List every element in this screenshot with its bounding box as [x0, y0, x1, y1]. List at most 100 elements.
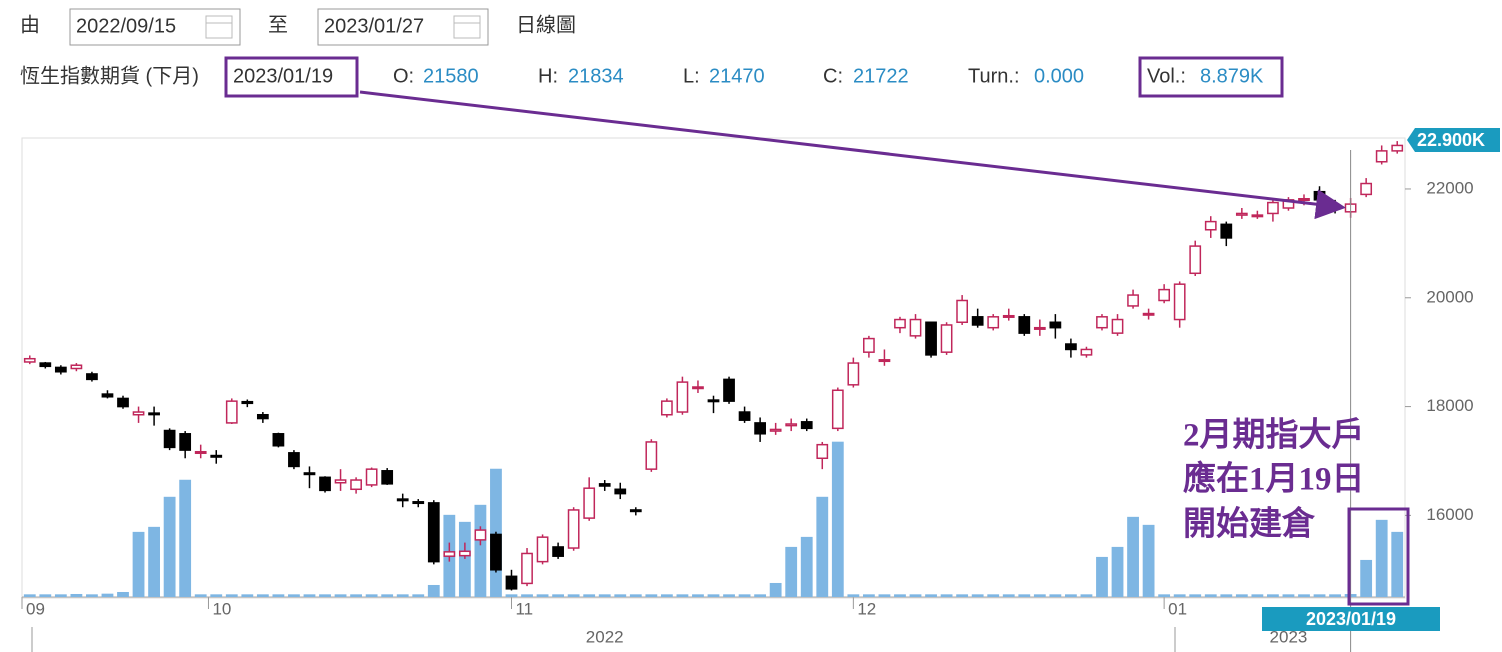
date-input[interactable] — [317, 8, 489, 46]
candle-body — [350, 479, 362, 491]
volume-bar — [878, 594, 891, 597]
volume-bar — [319, 594, 331, 597]
volume-bar — [117, 591, 129, 597]
volume-bar — [862, 594, 875, 597]
candle-body — [816, 443, 829, 460]
candle-body — [692, 386, 704, 390]
volume-bar — [132, 531, 145, 597]
candle-body — [1235, 212, 1248, 216]
candle-body — [117, 397, 129, 408]
candle-body — [629, 509, 642, 513]
volume-bar — [39, 594, 52, 597]
volume-bar — [70, 593, 83, 597]
candle-body — [847, 362, 860, 386]
candle-body — [210, 454, 223, 458]
volume-bar — [427, 584, 440, 597]
annotation: 應在1月19日 — [1183, 460, 1365, 498]
volume-bar — [1033, 594, 1046, 597]
volume-bar — [1251, 594, 1264, 597]
volume-bar — [458, 521, 471, 597]
candle-body — [1189, 245, 1202, 275]
date-input[interactable] — [69, 8, 241, 46]
volume-bar — [1096, 556, 1108, 597]
candle-body — [1127, 294, 1139, 307]
y-tick-label: 16000 — [1426, 505, 1473, 524]
low-label: L: — [683, 65, 700, 87]
volume-bar — [381, 594, 394, 597]
candle-body — [1267, 201, 1279, 215]
volume-bar — [552, 594, 565, 597]
volume-bar — [909, 594, 922, 597]
year-label: 2022 — [586, 627, 624, 646]
volume-bar — [536, 594, 549, 597]
candle-body — [925, 321, 937, 356]
volume-bar — [1111, 546, 1124, 597]
volume-bar — [1204, 594, 1217, 597]
candle-body — [661, 400, 673, 416]
candle-body — [194, 450, 207, 454]
volume-bar — [256, 594, 269, 597]
candle-body — [707, 399, 720, 403]
volume-bar — [303, 594, 316, 597]
turnover-label: Turn.: — [968, 65, 1020, 87]
volume-bar — [971, 594, 984, 597]
volume-bar — [1313, 594, 1326, 597]
highlight-box — [1347, 507, 1410, 606]
volume-bar — [521, 594, 533, 597]
volume-bar — [925, 594, 937, 597]
candle-body — [521, 552, 533, 585]
candle-body — [163, 429, 176, 449]
year-label: 2023 — [1270, 627, 1308, 646]
candle-body — [490, 533, 502, 571]
candle-body — [427, 502, 440, 563]
candle-body — [987, 316, 1000, 329]
candle-body — [831, 389, 844, 430]
candle-body — [878, 359, 891, 363]
candle-body — [86, 373, 98, 381]
plot: 16000 18000 20000 22000 09 10 11 12 01 2022 202320… — [21, 128, 1500, 652]
volume-bar — [194, 594, 207, 597]
candle-body — [863, 337, 875, 353]
volume-bar — [645, 594, 658, 597]
volume-bar — [831, 441, 844, 597]
candle-body — [754, 422, 766, 435]
candle-body — [303, 472, 316, 476]
candle-body — [894, 318, 906, 329]
candle-body — [1158, 288, 1171, 302]
calendar-icon[interactable] — [453, 15, 481, 39]
to-date[interactable]: 2023/01/27 — [324, 15, 424, 37]
volume-bar — [412, 594, 425, 597]
candle-body — [800, 421, 813, 430]
candle-body — [474, 529, 487, 541]
chart-type[interactable]: 日線圖 — [516, 13, 576, 36]
volume-bar — [1220, 594, 1233, 597]
candle-body — [179, 433, 192, 451]
volume-bar — [1329, 594, 1341, 597]
volume-bar — [1002, 594, 1015, 597]
volume-bar — [288, 594, 300, 597]
candle-body — [1298, 198, 1310, 202]
open-label: O: — [393, 65, 414, 87]
candle-body — [288, 452, 300, 468]
candle-body — [505, 575, 518, 590]
candle-body — [1313, 190, 1326, 201]
candle-body — [1360, 182, 1373, 196]
candle-body — [132, 411, 145, 416]
candle-body — [971, 316, 984, 326]
candle-body — [1002, 314, 1015, 318]
candle-body — [583, 487, 596, 519]
calendar-icon[interactable] — [205, 15, 233, 39]
volume-bar — [1391, 531, 1404, 597]
candle-body — [396, 498, 409, 502]
candle-body — [1080, 348, 1093, 356]
volume-bar — [816, 496, 829, 597]
volume-bar — [660, 594, 673, 597]
from-date[interactable]: 2022/09/15 — [76, 15, 176, 37]
candle-body — [458, 550, 471, 557]
candle-body — [70, 364, 83, 370]
candle-body — [1220, 223, 1233, 239]
volume-bar — [396, 594, 409, 597]
candle-body — [1375, 150, 1388, 163]
candle-body — [769, 428, 782, 432]
candle-body — [598, 483, 611, 487]
